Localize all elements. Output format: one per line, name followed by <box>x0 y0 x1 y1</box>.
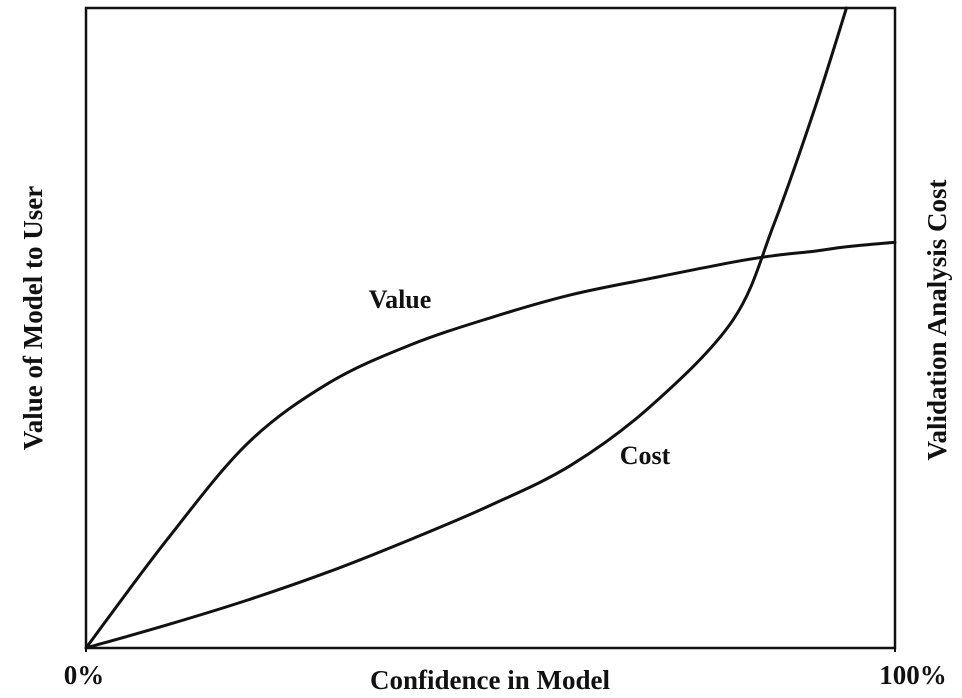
x-axis-label: Confidence in Model <box>370 665 610 695</box>
series-line <box>84 240 897 650</box>
x-tick-label: 0% <box>64 660 105 690</box>
y2-axis-label: Validation Analysis Cost <box>922 179 952 460</box>
series-label: Cost <box>620 441 671 470</box>
x-tick-label: 100% <box>879 660 947 690</box>
plot-frame <box>84 6 897 650</box>
y-axis-label: Value of Model to User <box>18 186 48 450</box>
series-line <box>84 6 848 650</box>
series-label: Value <box>369 285 432 314</box>
